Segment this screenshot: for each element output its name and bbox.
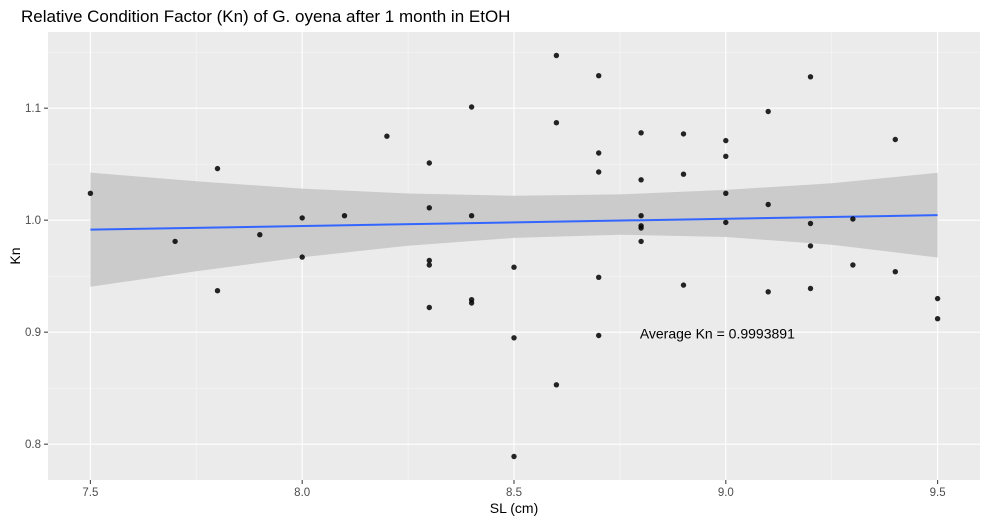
y-axis-title: Kn xyxy=(7,247,23,264)
data-point xyxy=(341,213,348,219)
data-point xyxy=(596,169,602,175)
data-point xyxy=(807,243,814,249)
data-point xyxy=(468,104,475,110)
data-point xyxy=(257,232,263,238)
fit-line xyxy=(90,214,938,231)
data-point xyxy=(638,130,644,136)
data-point xyxy=(596,274,602,280)
data-point xyxy=(553,120,560,126)
y-axis-ticks: 0.8 0.9 1.0 1.1 xyxy=(25,103,48,451)
confidence-band xyxy=(90,172,938,287)
data-point xyxy=(723,219,729,226)
data-point xyxy=(511,335,517,341)
data-point xyxy=(934,316,941,322)
data-point xyxy=(807,220,814,227)
data-point xyxy=(426,304,432,311)
x-tick-label: 8.0 xyxy=(294,487,310,499)
data-point xyxy=(426,205,432,211)
data-point xyxy=(723,153,729,159)
data-point xyxy=(723,190,729,196)
data-point xyxy=(214,288,221,294)
data-point xyxy=(596,73,602,79)
chart-title: Relative Condition Factor (Kn) of G. oye… xyxy=(21,7,510,26)
data-point xyxy=(468,300,475,306)
data-point xyxy=(934,295,941,302)
data-point xyxy=(596,332,602,339)
x-axis-ticks: 7.5 8.0 8.5 9.0 9.5 xyxy=(82,480,946,499)
y-tick-label: 0.8 xyxy=(25,439,41,451)
data-point xyxy=(426,257,432,264)
y-tick-label: 0.9 xyxy=(25,327,41,339)
data-point xyxy=(638,177,644,183)
data-point xyxy=(680,282,687,288)
data-point xyxy=(892,136,898,143)
data-point xyxy=(553,382,560,388)
x-tick-label: 7.5 xyxy=(82,487,98,499)
data-point xyxy=(680,171,687,177)
data-point xyxy=(850,216,856,222)
data-point xyxy=(638,238,644,245)
data-point xyxy=(807,74,814,80)
data-point xyxy=(468,213,475,219)
data-point xyxy=(680,131,687,137)
data-point xyxy=(426,160,432,166)
data-point xyxy=(765,289,771,295)
data-point xyxy=(765,108,771,115)
data-point xyxy=(723,137,729,144)
data-point xyxy=(426,262,432,268)
average-annotation: Average Kn = 0.9993891 xyxy=(640,325,795,341)
data-point xyxy=(892,269,898,275)
x-axis-title: SL (cm) xyxy=(490,500,538,516)
x-tick-label: 8.5 xyxy=(506,487,522,499)
data-point xyxy=(214,165,221,172)
y-tick-label: 1.0 xyxy=(25,215,41,227)
data-point xyxy=(511,264,517,270)
data-point xyxy=(765,201,771,208)
data-point xyxy=(638,225,644,231)
x-tick-label: 9.5 xyxy=(930,487,946,499)
data-point xyxy=(511,453,517,460)
data-point xyxy=(553,52,560,59)
data-point xyxy=(850,262,856,268)
data-point xyxy=(638,213,644,219)
data-point xyxy=(172,238,178,245)
data-point xyxy=(596,150,602,156)
data-point xyxy=(384,133,390,139)
x-tick-label: 9.0 xyxy=(718,487,734,499)
data-point xyxy=(299,215,305,221)
y-tick-label: 1.1 xyxy=(25,103,41,115)
data-point xyxy=(299,254,305,260)
data-point xyxy=(87,190,94,196)
data-point xyxy=(807,285,814,292)
data-points xyxy=(87,52,941,460)
